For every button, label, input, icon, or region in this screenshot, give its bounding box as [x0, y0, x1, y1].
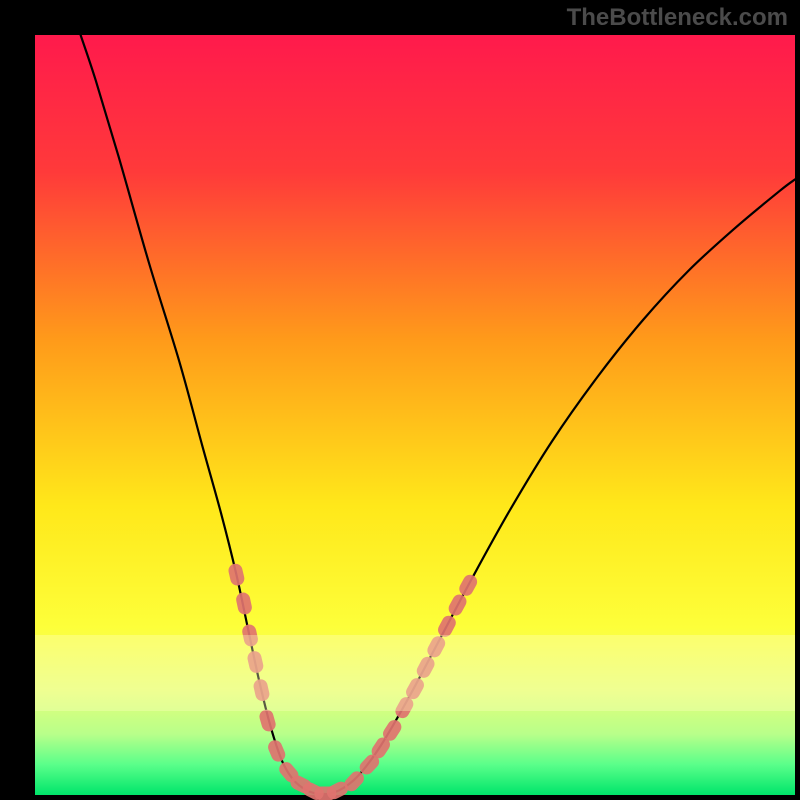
plot-area — [35, 35, 795, 795]
pale-band — [35, 635, 795, 711]
marker-capsule — [258, 708, 277, 733]
marker-capsule — [227, 562, 246, 587]
marker-capsule — [235, 591, 253, 615]
marker-capsule — [266, 738, 288, 764]
watermark-text: TheBottleneck.com — [567, 4, 788, 32]
marker-capsule — [457, 572, 480, 598]
marker-capsule — [446, 592, 469, 618]
